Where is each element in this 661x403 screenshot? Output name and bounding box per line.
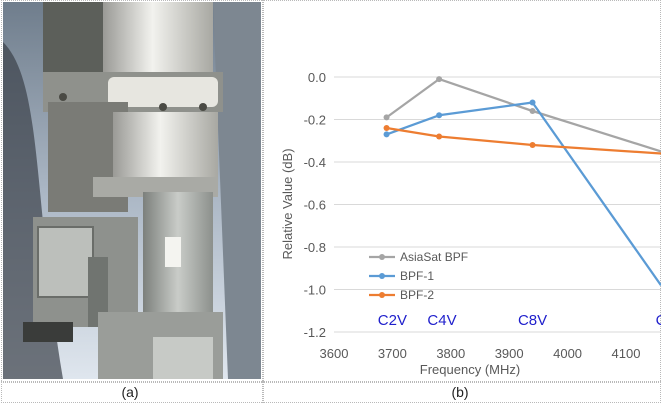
y-tick-label: -0.2 [304, 113, 326, 128]
x-tick-label: 3800 [436, 346, 465, 361]
caption-b: (b) [451, 384, 469, 400]
data-point [529, 142, 536, 148]
data-point [383, 131, 390, 138]
series-line [385, 77, 661, 153]
y-tick-label: -1.2 [304, 325, 326, 340]
series-layer [383, 76, 661, 286]
data-point [436, 76, 443, 83]
legend-marker [379, 273, 385, 279]
y-tick-label: -0.4 [304, 155, 326, 170]
legend-label: AsiaSat BPF [400, 250, 468, 264]
antenna-filter-photo [3, 2, 261, 379]
x-tick-label: 4100 [612, 346, 641, 361]
y-tick-label: -1.0 [304, 283, 326, 298]
data-point [529, 108, 536, 114]
legend-label: BPF-2 [400, 288, 434, 302]
x-tick-label: 3600 [320, 346, 349, 361]
annotation-layer: C2V C4V C8V C [378, 312, 661, 329]
legend: AsiaSat BPF BPF-1 BPF-2 [369, 250, 468, 302]
channel-annotation: C4V [427, 312, 456, 329]
channel-annotation: C8V [518, 312, 547, 329]
axis-layer: 0.0 -0.2 -0.4 -0.6 -0.8 -1.0 -1.2 3600 3700 3800 3… [304, 70, 641, 361]
panel-a-frame [1, 0, 264, 383]
y-tick-label: -0.8 [304, 240, 326, 255]
data-point [436, 133, 443, 140]
y-tick-label: -0.6 [304, 198, 326, 213]
y-axis-label: Relative Value (dB) [280, 148, 295, 259]
legend-label: BPF-1 [400, 269, 434, 283]
y-tick-label: 0.0 [308, 70, 326, 85]
data-point [529, 99, 536, 106]
data-point [436, 112, 443, 119]
data-point [383, 114, 390, 121]
series-line [386, 126, 661, 155]
x-tick-label: 3700 [378, 346, 407, 361]
legend-marker [379, 254, 385, 260]
x-axis-label: Frequency (MHz) [420, 362, 520, 377]
relative-value-chart: 0.0 -0.2 -0.4 -0.6 -0.8 -1.0 -1.2 3600 3700 3800 3… [280, 70, 661, 377]
caption-a: (a) [121, 384, 139, 400]
legend-marker [379, 292, 385, 298]
x-tick-label: 4000 [553, 346, 582, 361]
data-point [383, 125, 390, 131]
channel-annotation: C2V [378, 312, 407, 329]
series-line [386, 101, 661, 286]
channel-annotation: C [656, 312, 661, 329]
x-tick-label: 3900 [495, 346, 524, 361]
